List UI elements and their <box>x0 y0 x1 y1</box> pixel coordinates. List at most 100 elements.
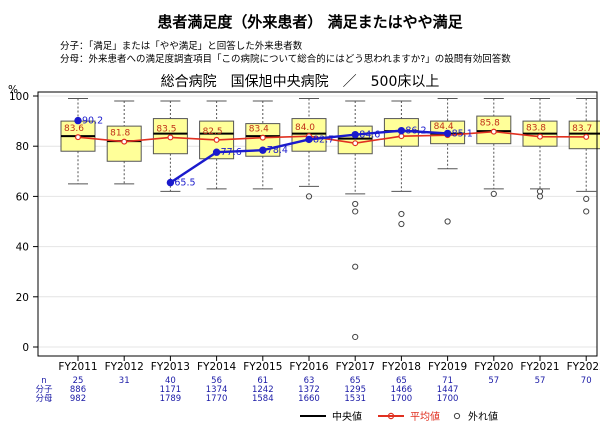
mean-label: 83.7 <box>572 124 592 134</box>
denominator-note: 分母：外来患者への満足度調査項目「この病院について総合的にはどう思われますか?」… <box>60 53 511 65</box>
row-label-numerator: 分子 <box>35 385 53 395</box>
x-tick-label: FY2014 <box>197 361 236 373</box>
count-n: 57 <box>488 376 499 386</box>
mean-point <box>583 133 590 140</box>
hospital-point <box>74 116 82 125</box>
x-tick-label: FY2011 <box>58 361 97 373</box>
count-denominator: 1770 <box>206 394 228 404</box>
outlier-point <box>398 210 405 218</box>
legend: 中央値 平均値 外れ値 <box>300 410 498 423</box>
mean-label: 83.5 <box>156 124 176 134</box>
y-tick-label: 40 <box>16 242 29 254</box>
y-tick-label: 20 <box>16 292 29 304</box>
numerator-note: 分子：「満足」または「やや満足」と回答した外来患者数 <box>60 40 303 52</box>
count-denominator: 1700 <box>437 394 459 404</box>
count-denominator: 982 <box>70 394 86 404</box>
count-n: 56 <box>211 376 222 386</box>
mean-point <box>213 136 220 143</box>
mean-point <box>352 140 359 147</box>
x-tick-label: FY2016 <box>289 361 328 373</box>
count-denominator: 1660 <box>298 394 320 404</box>
x-tick-label: FY2019 <box>428 361 467 373</box>
mean-label: 82.5 <box>203 127 223 137</box>
count-numerator: 1466 <box>391 385 413 395</box>
box-plots <box>60 98 600 341</box>
outlier-point <box>536 188 544 195</box>
hospital-label: 85.1 <box>452 128 473 139</box>
count-n: 31 <box>119 376 130 386</box>
box-FY2011 <box>60 98 96 185</box>
count-n: 57 <box>535 376 546 386</box>
mean-point <box>536 133 543 140</box>
hospital-label: 86.2 <box>405 126 426 137</box>
mean-label: 83.4 <box>249 125 269 135</box>
outlier-point <box>583 208 590 215</box>
count-n: 25 <box>73 376 84 386</box>
x-tick-label: FY2017 <box>336 361 375 373</box>
mean-point <box>167 134 174 141</box>
count-n: 61 <box>257 376 268 386</box>
box-FY2014 <box>199 100 235 190</box>
mean-point <box>490 128 497 135</box>
hospital-label: 84.6 <box>359 130 380 141</box>
hospital-label: 90.2 <box>82 116 103 127</box>
legend-mean-marker <box>387 412 395 420</box>
mean-point <box>74 134 81 141</box>
row-label-n: n <box>41 376 46 386</box>
y-axis: 0 20 40 60 80 100 <box>9 91 38 354</box>
outlier-point <box>583 195 590 203</box>
box-FY2016 <box>291 98 327 200</box>
chart-title: 患者満足度（外来患者） 満足またはやや満足 <box>157 13 463 31</box>
mean-point <box>259 134 266 141</box>
box-FY2019 <box>430 98 466 225</box>
legend-outlier-label: 外れ値 <box>468 410 498 423</box>
outlier-point <box>490 190 497 197</box>
legend-median-label: 中央値 <box>332 410 362 423</box>
mean-label: 81.8 <box>110 129 130 139</box>
hospital-point <box>305 135 313 144</box>
mean-point <box>398 133 405 140</box>
y-tick-label: 80 <box>16 141 29 153</box>
plot-frame <box>37 91 598 357</box>
outlier-point <box>352 263 359 270</box>
count-denominator: 1531 <box>344 394 366 404</box>
hospital-point <box>212 148 221 156</box>
box-FY2018 <box>383 100 419 228</box>
x-tick-label: FY2012 <box>105 361 144 373</box>
outlier-point <box>352 333 359 341</box>
count-numerator: 1447 <box>437 385 459 395</box>
row-label-denominator: 分母 <box>35 394 52 404</box>
count-n: 71 <box>442 376 453 386</box>
y-tick-label: 100 <box>9 91 29 103</box>
box-iqr <box>337 125 373 155</box>
outlier-point <box>444 218 451 225</box>
count-denominator: 1700 <box>391 394 413 404</box>
mean-point <box>121 138 128 145</box>
y-tick-label: 60 <box>16 191 29 203</box>
count-numerator: 1171 <box>160 385 182 395</box>
mean-label: 84.4 <box>434 122 454 132</box>
outlier-point <box>352 208 359 215</box>
count-n: 70 <box>581 376 592 386</box>
legend-outlier-marker <box>453 412 461 420</box>
count-n: 65 <box>350 376 361 386</box>
hospital-series: 90.2 65.5 77.6 78.4 82.7 84.6 86.2 85.1 <box>74 116 473 189</box>
hospital-point <box>166 178 175 187</box>
outlier-point <box>398 220 405 228</box>
hospital-label: 65.5 <box>174 178 195 189</box>
hospital-label: 78.4 <box>267 145 288 156</box>
count-numerator: 886 <box>70 385 86 395</box>
x-tick-label: FY2013 <box>151 361 190 373</box>
y-unit: % <box>8 84 18 96</box>
outlier-point <box>536 193 544 200</box>
mean-label: 85.8 <box>480 119 500 129</box>
count-n: 65 <box>396 376 407 386</box>
x-tick-label: FY2020 <box>474 361 513 373</box>
count-denominator: 1584 <box>252 394 274 404</box>
count-denominator: 1789 <box>160 394 182 404</box>
count-numerator: 1295 <box>344 385 366 395</box>
box-FY2017 <box>337 100 373 341</box>
count-numerator: 1372 <box>298 385 320 395</box>
hospital-point <box>351 130 359 139</box>
